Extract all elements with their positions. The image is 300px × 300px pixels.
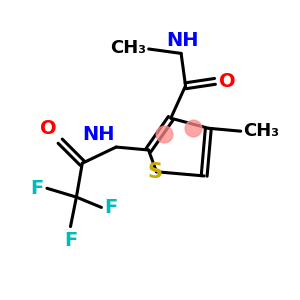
Text: NH: NH: [166, 32, 199, 50]
Text: NH: NH: [82, 125, 115, 144]
Text: F: F: [64, 231, 77, 250]
Text: S: S: [148, 162, 163, 182]
Text: F: F: [104, 198, 118, 217]
Text: F: F: [31, 179, 44, 198]
Text: O: O: [218, 72, 235, 91]
Text: CH₃: CH₃: [243, 122, 279, 140]
Text: O: O: [40, 119, 57, 138]
Text: CH₃: CH₃: [110, 38, 146, 56]
